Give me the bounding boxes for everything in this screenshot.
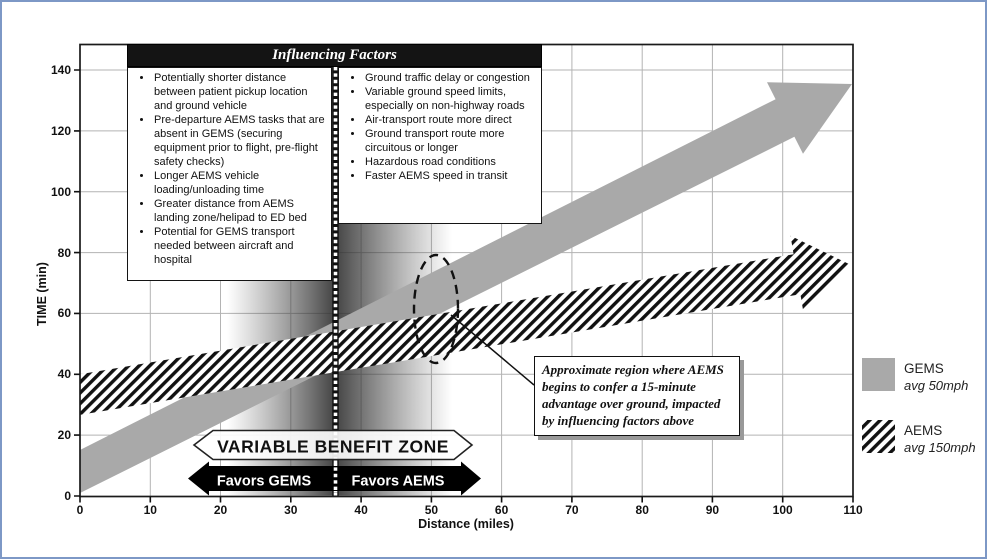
favors-double-arrow	[188, 461, 481, 496]
y-axis-title: TIME (min)	[35, 262, 49, 326]
influencing-factors-right-panel: Ground traffic delay or congestion Varia…	[338, 67, 542, 224]
x-axis-title: Distance (miles)	[418, 517, 514, 531]
y-tick-4: 80	[58, 246, 72, 260]
threshold-dotted-line	[332, 66, 339, 496]
benefit-zone-banner	[192, 429, 474, 461]
y-tick-7: 140	[51, 63, 71, 77]
factor-item: Ground traffic delay or congestion	[364, 72, 538, 86]
x-tick-7: 70	[565, 503, 579, 517]
factor-item: Longer AEMS vehicle loading/unloading ti…	[153, 170, 328, 198]
axis-ticks	[74, 69, 854, 503]
x-tick-6: 60	[495, 503, 509, 517]
y-tick-3: 60	[58, 306, 72, 320]
legend-aems-detail: avg 150mph	[904, 440, 976, 455]
legend-swatch-gems	[862, 358, 895, 391]
y-tick-5: 100	[51, 185, 71, 199]
y-tick-2: 40	[58, 367, 72, 381]
x-tick-2: 20	[214, 503, 228, 517]
influencing-factors-right-list: Ground traffic delay or congestion Varia…	[339, 72, 538, 184]
x-tick-3: 30	[284, 503, 298, 517]
factor-item: Potentially shorter distance between pat…	[153, 72, 328, 114]
y-tick-1: 20	[58, 428, 72, 442]
aems-band-arrow	[80, 235, 851, 415]
x-tick-8: 80	[636, 503, 650, 517]
legend-gems-name: GEMS	[904, 361, 944, 376]
legend-aems-name: AEMS	[904, 423, 942, 438]
factor-item: Hazardous road conditions	[364, 156, 538, 170]
influencing-factors-title: Influencing Factors	[127, 44, 542, 67]
x-tick-4: 40	[354, 503, 368, 517]
factor-item: Greater distance from AEMS landing zone/…	[153, 198, 328, 226]
factor-item: Potential for GEMS transport needed betw…	[153, 226, 328, 268]
gems-band-arrow	[80, 82, 852, 494]
legend-gems-detail: avg 50mph	[904, 378, 968, 393]
influencing-factors-left-list: Potentially shorter distance between pat…	[128, 72, 328, 268]
factor-item: Air-transport route more direct	[364, 114, 538, 128]
favors-gems-label: Favors GEMS	[217, 474, 312, 490]
favors-aems-label: Favors AEMS	[352, 474, 445, 490]
x-tick-5: 50	[425, 503, 439, 517]
factor-item: Ground transport route more circuitous o…	[364, 128, 538, 156]
factor-item: Variable ground speed limits, especially…	[364, 86, 538, 114]
highlight-ellipse	[412, 253, 460, 365]
legend: GEMS avg 50mph AEMS avg 150mph	[862, 358, 976, 455]
callout-line	[450, 314, 535, 386]
benefit-zone-banner-label: VARIABLE BENEFIT ZONE	[217, 437, 449, 457]
aems-advantage-annotation: Approximate region where AEMS begins to …	[534, 356, 740, 436]
y-tick-6: 120	[51, 124, 71, 138]
x-tick-11: 110	[843, 503, 863, 517]
x-tick-1: 10	[144, 503, 158, 517]
x-tick-9: 90	[706, 503, 720, 517]
influencing-factors-left-panel: Potentially shorter distance between pat…	[127, 67, 332, 281]
y-tick-0: 0	[64, 489, 71, 503]
factor-item: Pre-departure AEMS tasks that are absent…	[153, 114, 328, 170]
legend-swatch-aems	[862, 420, 895, 453]
x-tick-10: 100	[773, 503, 793, 517]
x-tick-0: 0	[77, 503, 84, 517]
factor-item: Faster AEMS speed in transit	[364, 170, 538, 184]
